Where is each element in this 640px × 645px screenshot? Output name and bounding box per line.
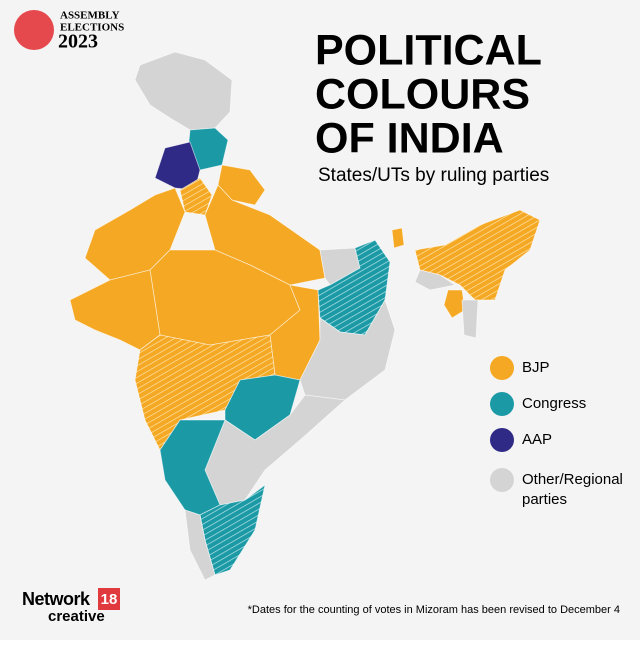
legend-swatch xyxy=(490,428,514,452)
region xyxy=(84,187,186,281)
brand-box xyxy=(98,588,120,610)
legend-label: BJP xyxy=(522,359,550,376)
footnote: *Dates for the counting of votes in Mizo… xyxy=(248,604,620,616)
subtitle: States/UTs by ruling parties xyxy=(318,165,549,186)
badge-line: ASSEMBLY xyxy=(60,10,120,22)
title-line: OF INDIA xyxy=(315,114,504,162)
footer: Network 18 creative *Dates for the count… xyxy=(22,588,620,625)
title: POLITICAL COLOURS OF INDIA States/UTs by… xyxy=(315,26,549,186)
brand: Network xyxy=(22,589,91,609)
badge-icon xyxy=(14,10,54,50)
legend-label: Other/Regional parties xyxy=(522,471,623,508)
legend-label: AAP xyxy=(522,431,552,448)
region xyxy=(414,269,457,291)
badge: ASSEMBLY ELECTIONS 2023 xyxy=(14,10,124,53)
india-map xyxy=(69,51,541,581)
title-line: POLITICAL xyxy=(315,26,542,74)
legend-swatch xyxy=(490,392,514,416)
brand-number: 18 xyxy=(101,591,118,608)
badge-line: ELECTIONS xyxy=(60,22,124,34)
region xyxy=(461,299,479,339)
badge-year: 2023 xyxy=(58,31,98,53)
legend: BJP Congress AAP Other/Regional parties xyxy=(490,356,623,508)
legend-label: Congress xyxy=(522,395,586,412)
region xyxy=(179,177,213,216)
region xyxy=(184,509,216,581)
title-line: COLOURS xyxy=(315,70,530,118)
region xyxy=(299,299,396,401)
brand-sub: creative xyxy=(48,608,105,625)
region xyxy=(391,227,405,249)
legend-swatch xyxy=(490,356,514,380)
region xyxy=(443,289,466,319)
legend-swatch xyxy=(490,468,514,492)
